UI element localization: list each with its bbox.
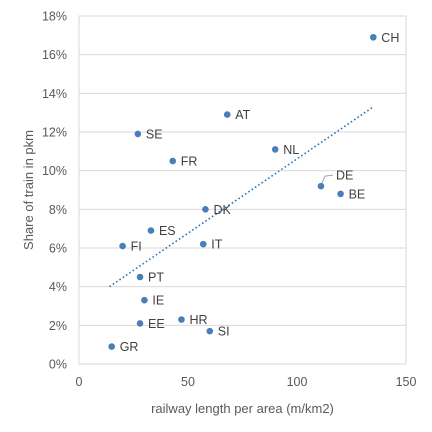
- point-label-dk: DK: [213, 203, 231, 217]
- point-label-nl: NL: [283, 143, 299, 157]
- point-label-ie: IE: [152, 294, 164, 308]
- data-point-be: [337, 190, 344, 198]
- plot-area-border: [78, 15, 407, 365]
- data-point-se: [134, 130, 142, 138]
- data-point-ie: [141, 296, 148, 304]
- data-point-es: [147, 227, 155, 234]
- x-tick-label: 0: [76, 375, 83, 389]
- y-tick-label: 12%: [42, 126, 67, 140]
- x-axis-title: railway length per area (m/km2): [151, 401, 334, 416]
- point-label-si: SI: [218, 325, 230, 339]
- point-label-ee: EE: [148, 317, 165, 331]
- point-label-hr: HR: [189, 313, 207, 327]
- data-point-de: [317, 182, 325, 190]
- y-tick-label: 10%: [42, 164, 67, 178]
- tick-labels: 0% 2% 4% 6% 8% 10% 12% 14% 16% 18% 0 50 100 150: [42, 10, 417, 390]
- grid-layer: [78, 15, 407, 365]
- x-tick-label: 100: [287, 375, 308, 389]
- point-label-pt: PT: [148, 271, 164, 285]
- point-label-fr: FR: [181, 155, 198, 169]
- point-label-ch: CH: [381, 31, 399, 45]
- point-label-at: AT: [235, 108, 250, 122]
- y-tick-label: 2%: [49, 319, 67, 333]
- data-point-at: [223, 111, 231, 118]
- y-tick-label: 18%: [42, 10, 67, 24]
- y-tick-label: 16%: [42, 48, 67, 62]
- point-label-fi: FI: [131, 240, 142, 254]
- trendline: [109, 106, 374, 288]
- point-label-be: BE: [349, 187, 366, 201]
- point-label-gr: GR: [120, 340, 139, 354]
- point-label-se: SE: [146, 127, 163, 141]
- y-tick-label: 8%: [49, 203, 67, 217]
- point-label-es: ES: [159, 224, 176, 238]
- data-point-pt: [136, 273, 144, 281]
- y-tick-label: 0%: [49, 358, 67, 372]
- leader-line-de: [321, 174, 334, 184]
- data-point-dk: [202, 206, 209, 213]
- data-point-si: [206, 327, 214, 335]
- trendline-layer: [109, 106, 374, 288]
- point-label-it: IT: [211, 238, 222, 252]
- data-point-ee: [136, 320, 144, 327]
- y-axis-title: Share of train in pkm: [21, 130, 36, 250]
- x-tick-label: 50: [181, 375, 195, 389]
- y-tick-label: 4%: [49, 280, 67, 294]
- data-point-nl: [271, 146, 279, 153]
- data-point-fi: [119, 242, 126, 250]
- data-point-fr: [169, 157, 177, 165]
- point-label-de: DE: [336, 169, 353, 183]
- point-labels: CH AT SE NL FR DE BE DK ES IT FI PT IE HR EE SI GR: [120, 31, 400, 354]
- x-tick-label: 150: [396, 375, 417, 389]
- data-point-gr: [108, 343, 115, 350]
- y-tick-label: 6%: [49, 242, 67, 256]
- data-point-ch: [370, 33, 377, 41]
- data-points: [108, 33, 377, 350]
- data-point-it: [199, 240, 207, 248]
- y-tick-label: 14%: [42, 87, 67, 101]
- data-point-hr: [178, 316, 185, 323]
